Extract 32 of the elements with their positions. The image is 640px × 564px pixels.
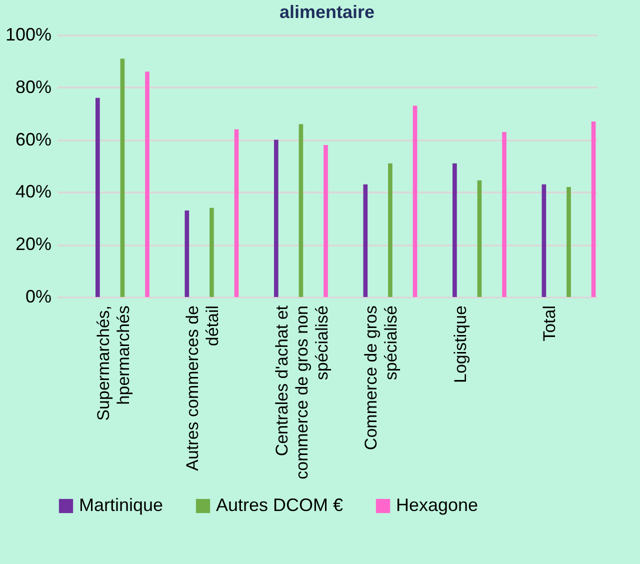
y-tick-label: 60% [15, 129, 52, 150]
bar [452, 163, 457, 297]
bar [412, 106, 418, 297]
bar [502, 132, 506, 297]
bar [542, 184, 546, 297]
chart-title: alimentaire [279, 2, 375, 22]
bar [477, 180, 482, 297]
bar [298, 124, 304, 297]
bar [95, 98, 100, 297]
bar [388, 163, 392, 297]
bar [120, 58, 125, 297]
x-tick-label: Supermarchés, hpermarchés [94, 306, 133, 421]
legend-label: Hexagone [396, 495, 478, 515]
y-tick-label: 80% [15, 76, 52, 97]
y-tick-label: 100% [5, 24, 52, 44]
bar [274, 140, 278, 297]
legend-label: Autres DCOM € [216, 495, 344, 515]
bar [591, 121, 596, 297]
bar [210, 208, 214, 297]
bar [184, 210, 190, 297]
y-tick-label: 40% [15, 182, 52, 202]
x-tick-label: Logistique [450, 306, 470, 384]
bar [145, 72, 150, 297]
legend-label: Martinique [79, 495, 164, 515]
y-tick-label: 0% [25, 286, 52, 306]
bar [363, 184, 368, 297]
x-tick-label: Autres commerces de détail [183, 306, 222, 471]
bar [234, 129, 239, 297]
bar [324, 145, 328, 297]
y-tick-label: 20% [15, 234, 52, 254]
bar [566, 186, 571, 297]
x-tick-label: Total [540, 306, 560, 342]
